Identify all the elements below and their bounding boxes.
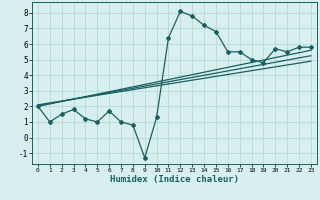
- X-axis label: Humidex (Indice chaleur): Humidex (Indice chaleur): [110, 175, 239, 184]
